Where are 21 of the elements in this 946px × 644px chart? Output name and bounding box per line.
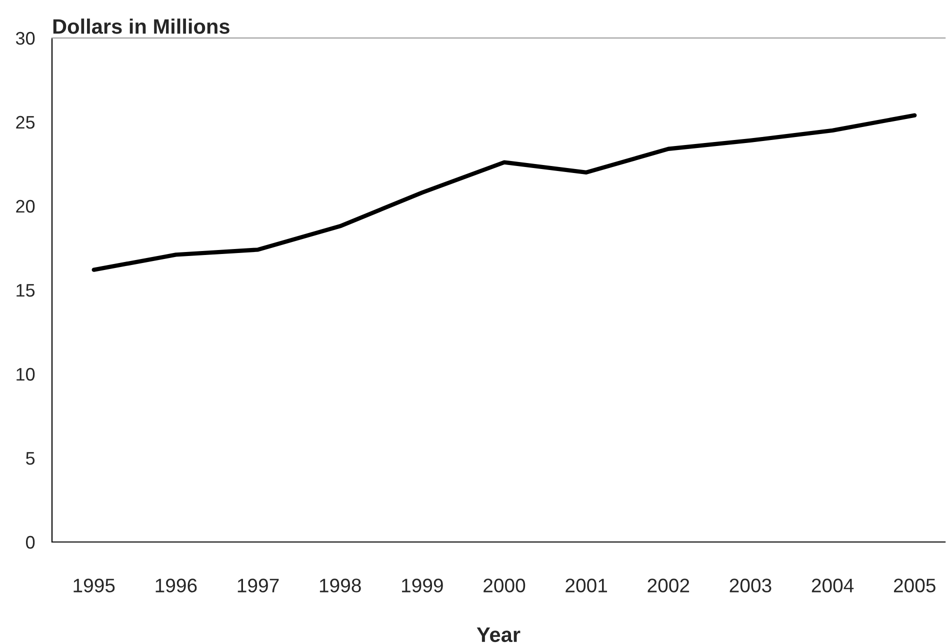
y-axis-title: Dollars in Millions bbox=[53, 18, 230, 34]
y-tick-label: 30 bbox=[16, 32, 35, 45]
x-tick-label: 2000 bbox=[484, 578, 526, 592]
x-tick-label: 1996 bbox=[156, 578, 197, 592]
x-tick-label: 2001 bbox=[566, 578, 608, 592]
x-tick-label: 1997 bbox=[238, 578, 279, 592]
y-tick-label: 0 bbox=[26, 536, 35, 549]
x-tick-label: 2002 bbox=[648, 578, 690, 592]
x-tick-label: 1998 bbox=[320, 578, 361, 592]
y-tick-label: 10 bbox=[16, 368, 35, 381]
x-tick-label: 2004 bbox=[812, 578, 854, 592]
x-tick-label: 1999 bbox=[402, 578, 443, 592]
x-tick-label: 2005 bbox=[894, 578, 936, 592]
line-series bbox=[92, 113, 917, 272]
x-axis-title: Year bbox=[476, 628, 520, 642]
y-tick-label: 20 bbox=[16, 200, 35, 213]
y-tick-label: 25 bbox=[16, 116, 35, 129]
x-tick-label: 2003 bbox=[730, 578, 772, 592]
y-tick-label: 5 bbox=[26, 452, 35, 465]
x-tick-label: 1995 bbox=[74, 578, 115, 592]
y-tick-label: 15 bbox=[16, 284, 35, 297]
